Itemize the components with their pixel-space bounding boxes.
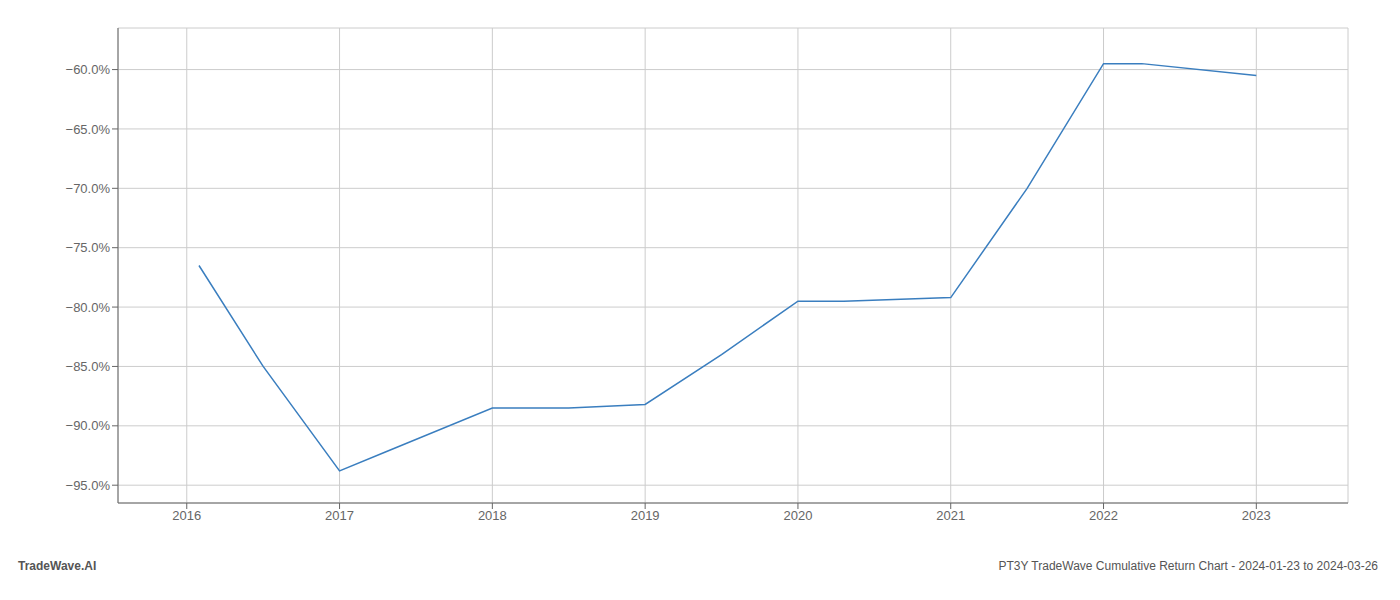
svg-text:−85.0%: −85.0% — [66, 359, 111, 374]
svg-text:−90.0%: −90.0% — [66, 418, 111, 433]
svg-text:−95.0%: −95.0% — [66, 478, 111, 493]
svg-text:−65.0%: −65.0% — [66, 122, 111, 137]
svg-text:−60.0%: −60.0% — [66, 62, 111, 77]
svg-text:2016: 2016 — [172, 508, 201, 523]
html-text:TradeWave.AI: TradeWave.AI — [18, 559, 97, 573]
svg-text:2020: 2020 — [783, 508, 812, 523]
svg-text:2017: 2017 — [325, 508, 354, 523]
svg-text:2019: 2019 — [631, 508, 660, 523]
svg-text:−80.0%: −80.0% — [66, 300, 111, 315]
html-text:PT3Y TradeWave Cumulative Retu: PT3Y TradeWave Cumulative Return Chart -… — [998, 559, 1378, 573]
svg-text:2018: 2018 — [478, 508, 507, 523]
svg-text:−70.0%: −70.0% — [66, 181, 111, 196]
svg-text:2022: 2022 — [1089, 508, 1118, 523]
svg-text:2023: 2023 — [1242, 508, 1271, 523]
svg-text:−75.0%: −75.0% — [66, 240, 111, 255]
svg-text:2021: 2021 — [936, 508, 965, 523]
